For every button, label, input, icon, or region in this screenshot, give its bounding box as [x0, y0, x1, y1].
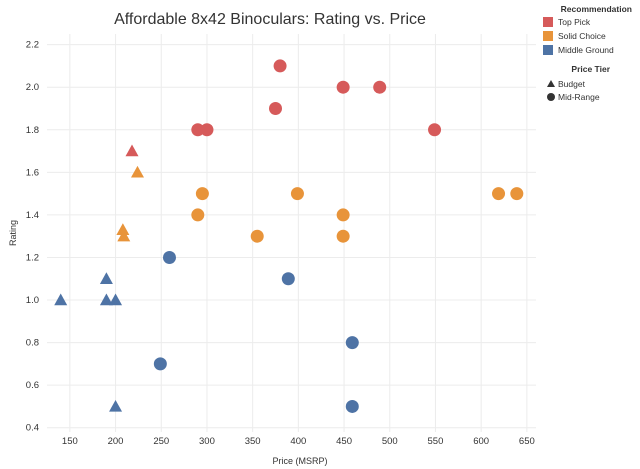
x-tick-label: 300 [199, 436, 215, 447]
x-tick-label: 400 [290, 436, 306, 447]
data-point-triangle[interactable] [99, 293, 113, 306]
x-tick-label: 450 [336, 436, 352, 447]
x-tick-label: 150 [62, 436, 78, 447]
y-tick-label: 1.8 [26, 125, 39, 136]
data-point-circle[interactable] [510, 187, 524, 201]
data-point-circle[interactable] [200, 123, 214, 137]
data-point-triangle[interactable] [116, 223, 130, 236]
data-point-circle[interactable] [336, 208, 350, 222]
data-point-triangle[interactable] [130, 165, 144, 178]
legend-recommendation: Recommendation Top Pick Solid Choice Mid… [543, 4, 632, 55]
y-axis-ticks: 0.4 0.6 0.8 1.0 1.2 1.4 1.6 1.8 2.0 2.2 [26, 40, 39, 434]
y-tick-label: 1.0 [26, 295, 39, 306]
x-tick-label: 500 [382, 436, 398, 447]
x-axis-label: Price (MSRP) [272, 456, 327, 466]
y-tick-label: 1.4 [26, 210, 39, 221]
x-tick-label: 350 [245, 436, 261, 447]
data-point-circle[interactable] [281, 272, 295, 286]
data-point-circle[interactable] [345, 399, 359, 413]
data-point-circle[interactable] [153, 357, 167, 371]
y-tick-label: 0.6 [26, 380, 39, 391]
data-point-triangle[interactable] [99, 272, 113, 284]
legend-recommendation-title: Recommendation [561, 4, 632, 14]
x-tick-label: 600 [473, 436, 489, 447]
data-point-circle[interactable] [273, 59, 287, 73]
x-tick-label: 250 [153, 436, 169, 447]
legend-label-budget: Budget [558, 79, 586, 89]
data-point-circle[interactable] [428, 123, 442, 137]
legend-label-solid-choice: Solid Choice [558, 31, 606, 41]
data-point-circle[interactable] [191, 123, 205, 137]
data-point-circle[interactable] [250, 229, 264, 243]
legend-swatch-middle-ground[interactable] [543, 45, 553, 55]
x-tick-label: 550 [428, 436, 444, 447]
data-point-circle[interactable] [336, 80, 350, 94]
y-tick-label: 0.4 [26, 423, 39, 434]
legend-price-tier: Price Tier Budget Mid-Range [547, 64, 611, 102]
y-tick-label: 2.0 [26, 82, 39, 93]
x-tick-label: 650 [519, 436, 535, 447]
legend-circle-icon[interactable] [547, 93, 555, 101]
y-tick-label: 2.2 [26, 40, 39, 51]
data-point-circle[interactable] [345, 336, 359, 350]
data-point-triangle[interactable] [109, 293, 123, 306]
data-point-circle[interactable] [191, 208, 205, 222]
y-tick-label: 0.8 [26, 338, 39, 349]
data-point-triangle[interactable] [109, 399, 123, 412]
data-point-triangle[interactable] [54, 293, 68, 306]
data-points [54, 59, 524, 413]
legend-swatch-solid-choice[interactable] [543, 31, 553, 41]
x-tick-label: 200 [108, 436, 124, 447]
legend-triangle-icon[interactable] [547, 80, 555, 87]
data-point-circle[interactable] [492, 187, 506, 201]
legend-price-tier-title: Price Tier [571, 64, 610, 74]
y-tick-label: 1.6 [26, 167, 39, 178]
legend-label-top-pick: Top Pick [558, 17, 591, 27]
data-point-triangle[interactable] [125, 144, 139, 157]
chart-title: Affordable 8x42 Binoculars: Rating vs. P… [114, 11, 426, 28]
legend-label-mid-range: Mid-Range [558, 92, 600, 102]
data-point-circle[interactable] [290, 187, 304, 201]
data-point-circle[interactable] [336, 229, 350, 243]
x-axis-ticks: 150 200 250 300 350 400 450 500 550 600 650 [62, 436, 535, 447]
y-tick-label: 1.2 [26, 252, 39, 263]
data-point-circle[interactable] [162, 250, 176, 264]
data-point-circle[interactable] [373, 80, 387, 94]
legend-label-middle-ground: Middle Ground [558, 45, 614, 55]
data-point-circle[interactable] [195, 187, 209, 201]
y-axis-label: Rating [8, 220, 18, 246]
legend-swatch-top-pick[interactable] [543, 17, 553, 27]
data-point-triangle[interactable] [117, 229, 131, 242]
data-point-circle[interactable] [269, 101, 283, 115]
